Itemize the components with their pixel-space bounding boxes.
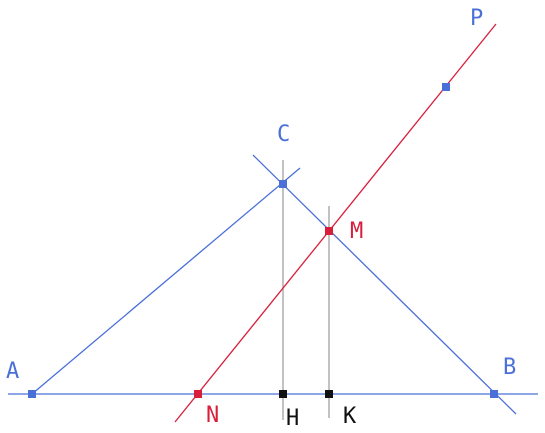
point-N[interactable] (194, 390, 202, 398)
label-P: P (470, 6, 483, 31)
point-B[interactable] (490, 390, 498, 398)
label-B: B (503, 355, 516, 380)
point-H[interactable] (279, 390, 287, 398)
label-C: C (277, 122, 290, 147)
point-A[interactable] (28, 390, 36, 398)
label-K: K (343, 404, 357, 429)
point-M[interactable] (325, 227, 333, 235)
point-P[interactable] (442, 83, 450, 91)
label-M: M (350, 219, 363, 244)
line-AC (31, 167, 301, 395)
line-BC (252, 154, 517, 415)
point-C[interactable] (279, 180, 287, 188)
point-K[interactable] (325, 390, 333, 398)
label-H: H (286, 406, 299, 431)
label-N: N (206, 403, 219, 428)
label-A: A (6, 359, 19, 384)
